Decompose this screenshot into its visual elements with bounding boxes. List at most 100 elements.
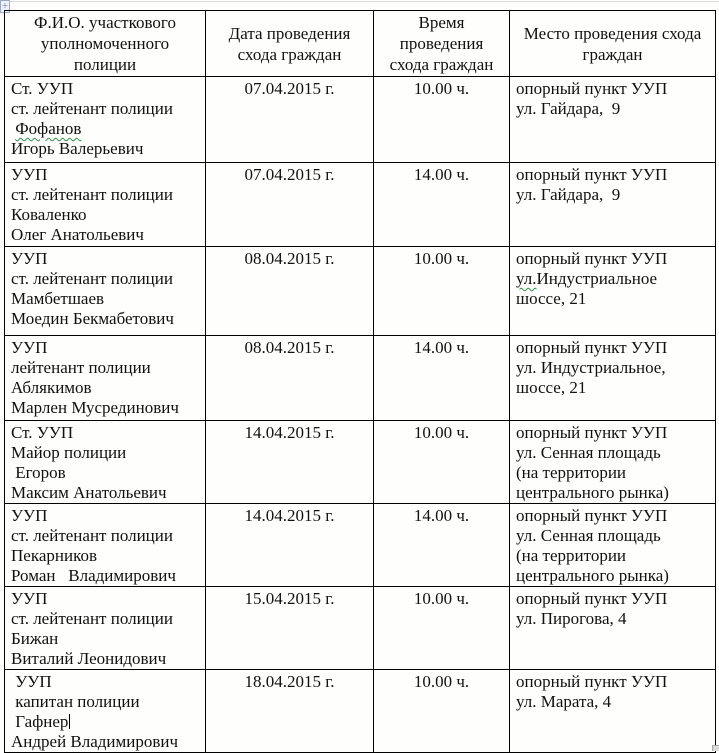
header-time: Время проведения схода граждан bbox=[373, 10, 510, 77]
table-row: Ст. УУП ст. лейтенант полиции Фофанов Иг… bbox=[4, 76, 716, 163]
place-line: ул. Гайдара, 9 bbox=[516, 185, 621, 204]
table-row: УУП ст. лейтенант полиции Мамбетшаев Мое… bbox=[4, 246, 716, 336]
place-cell[interactable]: опорный пункт УУП ул. Гайдара, 9 bbox=[509, 162, 716, 247]
page-margin-line bbox=[9, 1, 719, 2]
officer-line: ст. лейтенант полиции bbox=[11, 185, 173, 204]
officer-line: УУП bbox=[11, 165, 48, 184]
header-row: Ф.И.О. участкового уполномоченного полиц… bbox=[4, 10, 716, 77]
officer-cell[interactable]: УУП ст. лейтенант полиции Пекарников Ром… bbox=[4, 503, 206, 587]
time-cell[interactable]: 10.00 ч. bbox=[373, 669, 510, 753]
place-line: ул. Марата, 4 bbox=[516, 692, 612, 711]
time-cell[interactable]: 14.00 ч. bbox=[373, 503, 510, 587]
place-cell[interactable]: опорный пункт УУП ул. Индустриальное, шо… bbox=[509, 335, 716, 421]
officer-line: Ст. УУП bbox=[11, 423, 74, 442]
header-place: Место проведения схода граждан bbox=[509, 10, 716, 77]
place-cell[interactable]: опорный пункт УУП ул. Пирогова, 4 bbox=[509, 586, 716, 670]
place-line: шоссе, 21 bbox=[516, 289, 587, 308]
officer-line: капитан полиции bbox=[11, 692, 140, 711]
officer-line: лейтенант полиции bbox=[11, 358, 151, 377]
place-line: (на территории bbox=[516, 546, 627, 565]
place-line: опорный пункт УУП bbox=[516, 338, 668, 357]
date-cell[interactable]: 14.04.2015 г. bbox=[205, 503, 374, 587]
date-cell[interactable]: 08.04.2015 г. bbox=[205, 335, 374, 421]
officer-line: Фофанов bbox=[11, 119, 201, 139]
place-cell[interactable]: опорный пункт УУП ул. Гайдара, 9 bbox=[509, 76, 716, 163]
spellcheck-underlined-word: Фофанов bbox=[15, 119, 82, 138]
officer-line: Пекарников bbox=[11, 546, 97, 565]
table-row: УУП капитан полиции Гафнер Андрей Владим… bbox=[4, 669, 716, 753]
place-line: опорный пункт УУП bbox=[516, 672, 668, 691]
table-row: УУП ст. лейтенант полиции Пекарников Ром… bbox=[4, 503, 716, 587]
officer-line: УУП bbox=[11, 672, 52, 691]
time-cell[interactable]: 10.00 ч. bbox=[373, 246, 510, 336]
officer-line: УУП bbox=[11, 589, 48, 608]
place-line: шоссе, 21 bbox=[516, 378, 587, 397]
officer-line: Олег Анатольевич bbox=[11, 225, 144, 244]
officer-line: Коваленко bbox=[11, 205, 87, 224]
date-cell[interactable]: 07.04.2015 г. bbox=[205, 162, 374, 247]
place-line: опорный пункт УУП bbox=[516, 249, 668, 268]
officer-line: Мамбетшаев bbox=[11, 289, 105, 308]
time-cell[interactable]: 10.00 ч. bbox=[373, 76, 510, 163]
schedule-table: Ф.И.О. участкового уполномоченного полиц… bbox=[4, 10, 716, 753]
table-row: Ст. УУП Майор полиции Егоров Максим Анат… bbox=[4, 420, 716, 504]
date-cell[interactable]: 15.04.2015 г. bbox=[205, 586, 374, 670]
officer-cell[interactable]: УУП ст. лейтенант полиции Мамбетшаев Мое… bbox=[4, 246, 206, 336]
officer-cell[interactable]: УУП лейтенант полиции Аблякимов Марлен М… bbox=[4, 335, 206, 421]
officer-cell[interactable]: Ст. УУП Майор полиции Егоров Максим Анат… bbox=[4, 420, 206, 504]
officer-line: ст. лейтенант полиции bbox=[11, 526, 173, 545]
officer-line: УУП bbox=[11, 249, 48, 268]
time-cell[interactable]: 14.00 ч. bbox=[373, 162, 510, 247]
date-cell[interactable]: 07.04.2015 г. bbox=[205, 76, 374, 163]
place-cell[interactable]: опорный пункт УУП ул.Индустриальное шосс… bbox=[509, 246, 716, 336]
date-cell[interactable]: 14.04.2015 г. bbox=[205, 420, 374, 504]
officer-line: Майор полиции bbox=[11, 443, 127, 462]
place-line: опорный пункт УУП bbox=[516, 423, 668, 442]
table-row: УУП ст. лейтенант полиции Бижан Виталий … bbox=[4, 586, 716, 670]
place-line: ул. Индустриальное, bbox=[516, 358, 666, 377]
table-resize-handle-icon[interactable] bbox=[712, 745, 719, 751]
table-row: УУП ст. лейтенант полиции Коваленко Олег… bbox=[4, 162, 716, 247]
officer-line: Максим Анатольевич bbox=[11, 483, 167, 502]
officer-line: Егоров bbox=[11, 463, 66, 482]
officer-line: Ст. УУП bbox=[11, 79, 74, 98]
place-line: ул.Индустриальное bbox=[516, 269, 658, 288]
officer-cell[interactable]: УУП ст. лейтенант полиции Бижан Виталий … bbox=[4, 586, 206, 670]
date-cell[interactable]: 18.04.2015 г. bbox=[205, 669, 374, 753]
place-line: ул. Сенная площадь bbox=[516, 443, 661, 462]
officer-cell[interactable]: Ст. УУП ст. лейтенант полиции Фофанов Иг… bbox=[4, 76, 206, 163]
place-line: опорный пункт УУП bbox=[516, 506, 668, 525]
officer-line: Марлен Мусрединович bbox=[11, 398, 179, 417]
table-row: УУП лейтенант полиции Аблякимов Марлен М… bbox=[4, 335, 716, 421]
place-line: центрального рынка) bbox=[516, 566, 669, 585]
spellcheck-underlined-word: ул. bbox=[516, 269, 537, 288]
officer-cell[interactable]: УУП ст. лейтенант полиции Коваленко Олег… bbox=[4, 162, 206, 247]
officer-line: ст. лейтенант полиции bbox=[11, 99, 173, 118]
place-line: опорный пункт УУП bbox=[516, 79, 668, 98]
officer-line: Игорь Валерьевич bbox=[11, 139, 144, 158]
officer-line: Виталий Леонидович bbox=[11, 649, 167, 668]
time-cell[interactable]: 10.00 ч. bbox=[373, 586, 510, 670]
officer-line: Аблякимов bbox=[11, 378, 92, 397]
officer-line: Бижан bbox=[11, 629, 59, 648]
place-line: опорный пункт УУП bbox=[516, 165, 668, 184]
place-line: ул. Сенная площадь bbox=[516, 526, 661, 545]
place-line: центрального рынка) bbox=[516, 483, 669, 502]
place-line: ул. Пирогова, 4 bbox=[516, 609, 627, 628]
header-date: Дата проведения схода граждан bbox=[205, 10, 374, 77]
officer-cell[interactable]: УУП капитан полиции Гафнер Андрей Владим… bbox=[4, 669, 206, 753]
place-line: опорный пункт УУП bbox=[516, 589, 668, 608]
officer-line: Роман Владимирович bbox=[11, 566, 176, 585]
date-cell[interactable]: 08.04.2015 г. bbox=[205, 246, 374, 336]
time-cell[interactable]: 14.00 ч. bbox=[373, 335, 510, 421]
time-cell[interactable]: 10.00 ч. bbox=[373, 420, 510, 504]
place-cell[interactable]: опорный пункт УУП ул. Марата, 4 bbox=[509, 669, 716, 753]
place-line: (на территории bbox=[516, 463, 627, 482]
header-officer: Ф.И.О. участкового уполномоченного полиц… bbox=[4, 10, 206, 77]
place-cell[interactable]: опорный пункт УУП ул. Сенная площадь (на… bbox=[509, 420, 716, 504]
officer-line: ст. лейтенант полиции bbox=[11, 269, 173, 288]
place-cell[interactable]: опорный пункт УУП ул. Сенная площадь (на… bbox=[509, 503, 716, 587]
officer-line: УУП bbox=[11, 506, 48, 525]
officer-line: УУП bbox=[11, 338, 48, 357]
